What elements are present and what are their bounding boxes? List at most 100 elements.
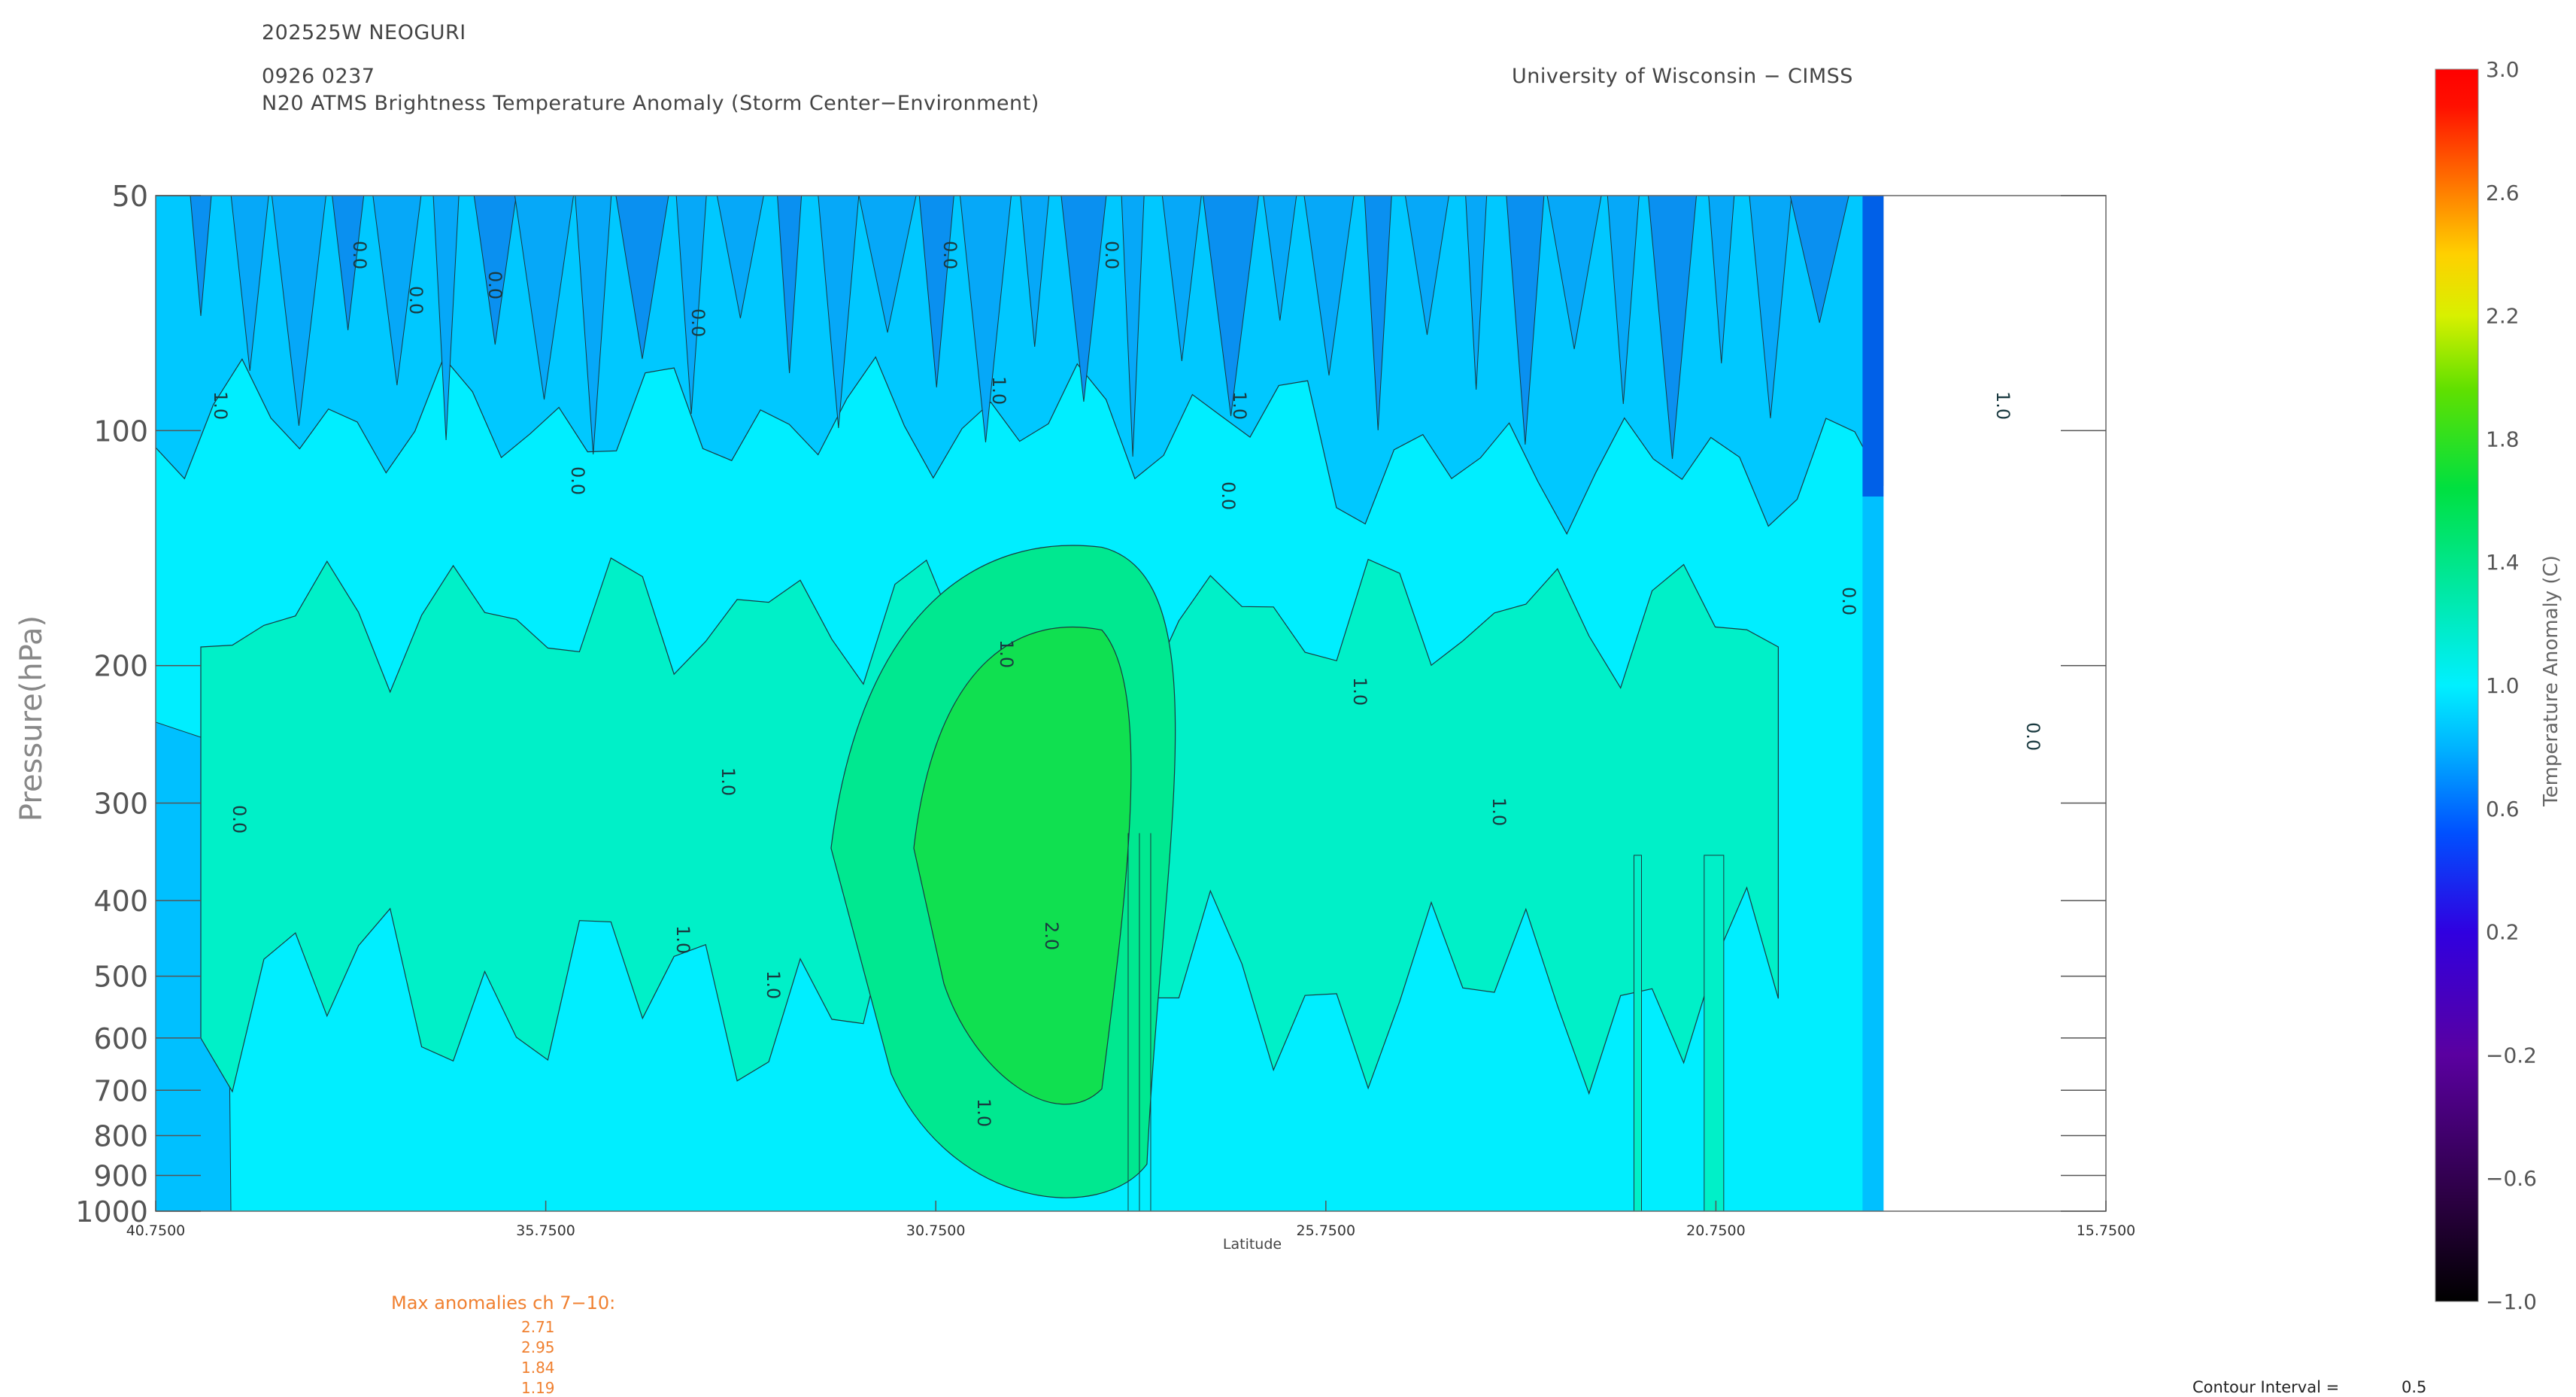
field-striations [1127, 833, 1151, 1211]
y-tick-label: 500 [93, 961, 148, 994]
storm-id: 202525W NEOGURI [262, 21, 466, 44]
colorbar-tick-label: 2.6 [2486, 181, 2520, 205]
max-anomalies-title: Max anomalies ch 7−10: [391, 1292, 616, 1313]
contour-label: 1.0 [1488, 797, 1509, 826]
y-tick-label: 50 [112, 180, 148, 213]
field-spike [1506, 196, 1545, 445]
x-tick-label: 25.7500 [1297, 1222, 1356, 1239]
colorbar-tick-label: −0.2 [2486, 1043, 2537, 1067]
field-spike [473, 196, 517, 345]
contour-label: 0.0 [567, 466, 588, 495]
field-spike [675, 196, 707, 415]
product-title: N20 ATMS Brightness Temperature Anomaly … [262, 92, 1039, 115]
colorbar-label: Temperature Anomaly (C) [2540, 555, 2562, 807]
source-label: University of Wisconsin − CIMSS [1512, 65, 1853, 88]
x-tick-label: 40.7500 [126, 1222, 186, 1239]
y-tick-label: 600 [93, 1022, 148, 1055]
field-spike [1708, 196, 1735, 364]
field-spike [1161, 196, 1202, 362]
y-tick-label: 700 [93, 1074, 148, 1107]
field-spike [918, 196, 954, 388]
field-spike [615, 196, 669, 360]
field-spike [1303, 196, 1355, 376]
contour-label: 0.0 [2022, 722, 2044, 751]
field-top-spikes [190, 196, 1849, 460]
max-anomaly-ch10: 1.19 [521, 1379, 555, 1397]
contour-label: 2.0 [1041, 922, 1062, 950]
field-spike [1648, 196, 1698, 460]
contour-interval-label: Contour Interval = [2192, 1378, 2340, 1396]
field-spike [1020, 196, 1050, 348]
field-spike [777, 196, 803, 374]
x-tick-label: 30.7500 [906, 1222, 966, 1239]
field-spike [190, 196, 212, 317]
max-anomaly-ch8: 2.95 [521, 1338, 555, 1356]
y-tick-label: 400 [93, 885, 148, 918]
field-warm-core [913, 626, 1132, 1105]
contour-label: 0.0 [349, 241, 370, 269]
contour-labels: 0.0 0.0 0.0 0.0 0.0 0.0 0.0 0.0 0.0 0.0 0.0 1.0 1.0 1… [210, 241, 2044, 1127]
contour-label: 0.0 [1101, 241, 1122, 269]
field-spike [959, 196, 1012, 443]
field-edge-strip [1862, 196, 1884, 497]
field-spike [1749, 196, 1792, 419]
field-spike [1789, 196, 1849, 323]
y-axis-label: Pressure(hPa) [14, 615, 49, 821]
anomaly-field [156, 196, 2106, 1211]
colorbar-tick-label: 1.8 [2486, 427, 2520, 451]
timestamp: 0926 0237 [262, 65, 375, 88]
field-spike [858, 196, 917, 333]
contour-label: 0.0 [687, 308, 708, 337]
x-tick-label: 20.7500 [1686, 1222, 1746, 1239]
field-spike [432, 196, 460, 441]
contour-label: 0.0 [484, 271, 505, 299]
plot-border [155, 195, 2107, 1212]
contour-label: 0.0 [405, 286, 426, 314]
colorbar-tick-label: 3.0 [2486, 57, 2520, 82]
field-spike [1607, 196, 1640, 405]
field-spike [716, 196, 764, 319]
colorbar-tick-label: −0.6 [2486, 1166, 2537, 1191]
field-spike [230, 196, 269, 372]
contour-interval-value: 0.5 [2402, 1378, 2427, 1396]
contour-label: 1.0 [996, 639, 1017, 668]
contour-label: 0.0 [229, 805, 250, 834]
contour-label: 0.0 [1838, 587, 1859, 615]
field-spike [332, 196, 365, 331]
field-spike [575, 196, 612, 455]
y-tick-label: 300 [93, 787, 148, 820]
colorbar-tick-label: 1.4 [2486, 550, 2520, 575]
field-no-data [1883, 196, 2106, 1211]
field-spike [271, 196, 326, 427]
field-spike [818, 196, 860, 429]
contour-label: 1.0 [1349, 677, 1370, 706]
y-tick-label: 900 [93, 1160, 148, 1193]
contour-label: 0.0 [939, 241, 960, 269]
field-spike [1263, 196, 1297, 321]
colorbar-tick-label: 1.0 [2486, 673, 2520, 698]
contour-label: 1.0 [988, 376, 1009, 405]
contour-label: 1.0 [1229, 391, 1250, 420]
contour-label: 1.0 [763, 970, 784, 999]
x-tick-label: 15.7500 [2077, 1222, 2136, 1239]
field-spike [1203, 196, 1260, 417]
field-edge-lower [1862, 497, 1884, 1211]
y-tick-label: 800 [93, 1119, 148, 1153]
field-column [1633, 855, 1642, 1211]
contour-label: 1.0 [1992, 391, 2013, 420]
colorbar-tick-label: 0.2 [2486, 920, 2520, 945]
contour-label: 1.0 [718, 767, 739, 796]
plot-frame [155, 195, 2107, 1212]
field-spike [372, 196, 422, 386]
contour-label: 0.0 [1218, 481, 1239, 510]
y-tick-label: 200 [93, 650, 148, 683]
max-anomaly-ch7: 2.71 [521, 1318, 555, 1336]
field-spike [1465, 196, 1488, 390]
colorbar-tick-label: 0.6 [2486, 797, 2520, 821]
colorbar-scale [2435, 68, 2479, 1302]
contour-label: 1.0 [210, 391, 231, 420]
field-spike [1060, 196, 1107, 402]
contour-label: 1.0 [672, 925, 693, 954]
